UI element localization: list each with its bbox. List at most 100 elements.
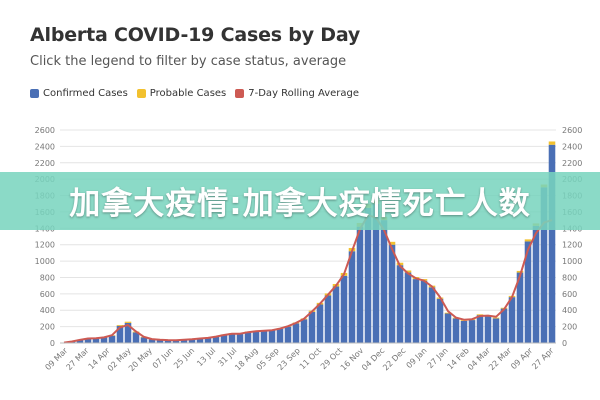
y-tick-label-right: 1200 — [562, 241, 582, 250]
bar-probable-cases — [492, 317, 500, 319]
y-tick-label-left: 1200 — [35, 241, 55, 250]
y-tick-label-left: 2400 — [35, 142, 55, 151]
y-tick-label-left: 200 — [40, 323, 55, 332]
legend-label: 7-Day Rolling Average — [248, 88, 360, 99]
bar-confirmed-cases — [468, 320, 476, 343]
legend-item-confirmed-cases[interactable]: Confirmed Cases — [30, 88, 128, 99]
bar-confirmed-cases — [196, 338, 204, 343]
bar-confirmed-cases — [140, 337, 148, 343]
y-tick-label-right: 2600 — [562, 126, 582, 135]
bar-confirmed-cases — [476, 315, 484, 343]
y-tick-label-right: 600 — [562, 290, 577, 299]
bar-confirmed-cases — [388, 244, 396, 343]
bar-probable-cases — [404, 270, 412, 273]
bar-confirmed-cases — [204, 338, 212, 343]
bar-confirmed-cases — [484, 315, 492, 343]
x-tick-label: 25 Jun — [172, 346, 196, 370]
bar-confirmed-cases — [260, 330, 268, 343]
legend-item-7-day-rolling-average[interactable]: 7-Day Rolling Average — [235, 88, 359, 99]
y-tick-label-left: 2200 — [35, 159, 55, 168]
bar-confirmed-cases — [324, 295, 332, 343]
bar-confirmed-cases — [436, 298, 444, 343]
legend-swatch — [30, 89, 39, 98]
bar-confirmed-cases — [84, 338, 92, 343]
y-tick-label-left: 800 — [40, 273, 55, 282]
x-tick-label: 22 Dec — [381, 346, 407, 372]
chart-title: Alberta COVID-19 Cases by Day — [30, 24, 361, 46]
y-tick-label-left: 400 — [40, 306, 55, 315]
bar-confirmed-cases — [540, 187, 548, 343]
y-tick-label-right: 800 — [562, 273, 577, 282]
bar-probable-cases — [548, 141, 556, 145]
chart-subtitle: Click the legend to filter by case statu… — [30, 54, 347, 69]
bar-confirmed-cases — [364, 207, 372, 343]
x-tick-label: 09 Jan — [405, 346, 429, 370]
bar-confirmed-cases — [516, 272, 524, 343]
x-tick-label: 05 Sep — [255, 346, 281, 372]
y-tick-label-right: 0 — [562, 339, 567, 348]
y-tick-label-left: 0 — [50, 339, 55, 348]
bar-probable-cases — [524, 239, 532, 242]
bar-probable-cases — [124, 321, 132, 323]
y-tick-label-right: 2400 — [562, 142, 582, 151]
bar-confirmed-cases — [420, 280, 428, 343]
y-tick-label-left: 600 — [40, 290, 55, 299]
bar-probable-cases — [516, 270, 524, 273]
x-tick-label: 18 Aug — [233, 346, 259, 372]
bar-probable-cases — [476, 314, 484, 316]
bar-confirmed-cases — [460, 320, 468, 343]
bar-confirmed-cases — [308, 311, 316, 343]
legend-item-probable-cases[interactable]: Probable Cases — [136, 88, 227, 99]
y-tick-label-left: 1000 — [35, 257, 55, 266]
bar-confirmed-cases — [116, 325, 124, 343]
bar-confirmed-cases — [164, 340, 172, 343]
bar-confirmed-cases — [236, 333, 244, 343]
bar-confirmed-cases — [276, 328, 284, 343]
y-tick-label-right: 2200 — [562, 159, 582, 168]
bar-confirmed-cases — [524, 241, 532, 343]
bar-confirmed-cases — [532, 225, 540, 343]
legend-swatch — [235, 89, 245, 98]
bar-confirmed-cases — [132, 332, 140, 343]
bar-confirmed-cases — [92, 338, 100, 343]
bar-confirmed-cases — [148, 339, 156, 343]
legend-label: Confirmed Cases — [43, 88, 128, 99]
chart-legend: Confirmed Cases Probable Cases 7-Day Rolli… — [30, 88, 359, 99]
x-tick-label: 11 Oct — [298, 346, 323, 371]
bar-confirmed-cases — [268, 330, 276, 343]
bar-confirmed-cases — [428, 287, 436, 343]
bar-confirmed-cases — [356, 226, 364, 343]
bar-confirmed-cases — [340, 275, 348, 343]
bar-confirmed-cases — [284, 326, 292, 343]
bar-confirmed-cases — [124, 322, 132, 343]
bar-confirmed-cases — [548, 144, 556, 343]
bar-confirmed-cases — [220, 334, 228, 343]
overlay-banner-text: 加拿大疫情:加拿大疫情死亡人数 — [69, 186, 531, 222]
bar-probable-cases — [116, 324, 124, 326]
bar-confirmed-cases — [188, 339, 196, 343]
bar-confirmed-cases — [332, 286, 340, 343]
x-tick-label: 27 Mar — [65, 346, 92, 373]
bar-confirmed-cases — [492, 318, 500, 343]
x-tick-label: 23 Sep — [276, 346, 302, 372]
bar-probable-cases — [444, 312, 452, 314]
overlay-banner — [0, 172, 600, 230]
bar-confirmed-cases — [108, 335, 116, 343]
y-tick-label-right: 200 — [562, 323, 577, 332]
bar-confirmed-cases — [452, 318, 460, 343]
x-tick-label: 27 Apr — [530, 346, 556, 372]
bar-confirmed-cases — [444, 313, 452, 343]
bar-confirmed-cases — [316, 304, 324, 343]
bar-confirmed-cases — [292, 323, 300, 343]
bar-confirmed-cases — [180, 339, 188, 343]
bar-confirmed-cases — [300, 319, 308, 343]
y-tick-label-right: 400 — [562, 306, 577, 315]
bar-confirmed-cases — [76, 339, 84, 343]
y-tick-label-right: 1000 — [562, 257, 582, 266]
x-tick-label: 09 Apr — [509, 346, 535, 372]
bar-probable-cases — [388, 241, 396, 245]
bar-confirmed-cases — [172, 340, 180, 343]
bar-confirmed-cases — [228, 333, 236, 343]
legend-label: Probable Cases — [149, 88, 227, 99]
bar-confirmed-cases — [508, 297, 516, 343]
